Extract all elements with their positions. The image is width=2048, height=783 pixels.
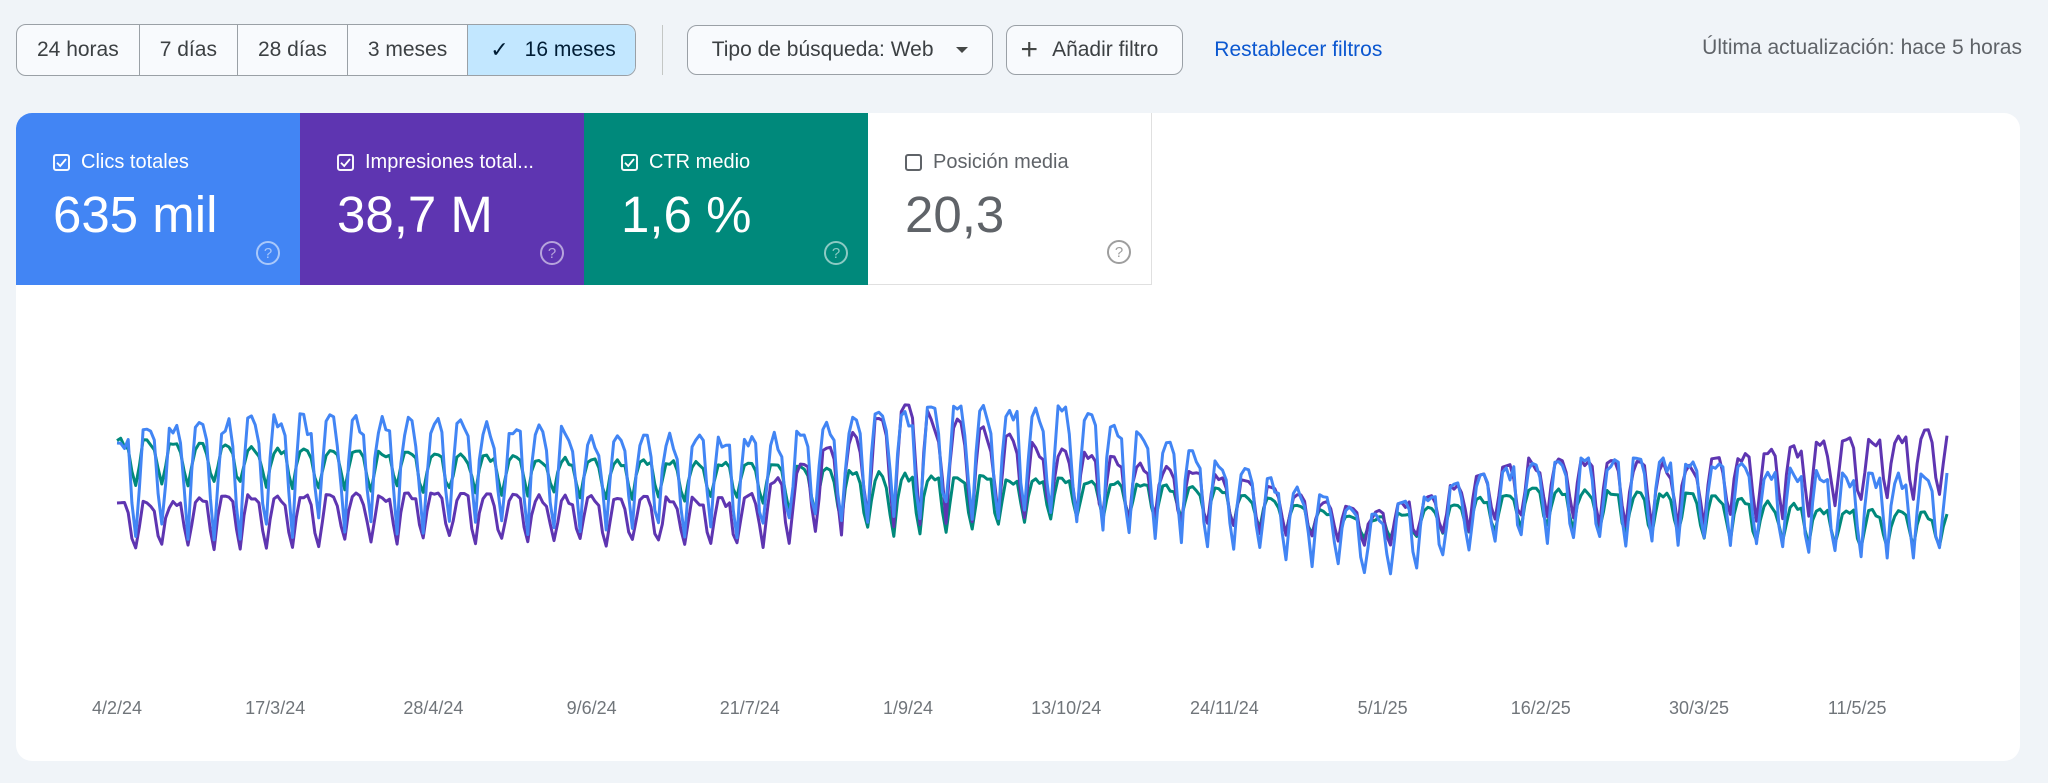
help-icon[interactable]: ? [256, 241, 280, 265]
checkbox-checked-icon[interactable] [337, 154, 354, 171]
reset-filters-link[interactable]: Restablecer filtros [1214, 38, 1383, 61]
x-axis-labels: 4/2/24 17/3/24 28/4/24 9/6/24 21/7/24 1/9/24 1… [16, 698, 2020, 728]
date-range-3-meses[interactable]: 3 meses [348, 25, 469, 75]
date-range-24-horas[interactable]: 24 horas [17, 25, 140, 75]
date-range-selector: 24 horas 7 días 28 días 3 meses ✓ 16 meses [16, 24, 636, 76]
date-range-label: 3 meses [367, 38, 448, 61]
search-type-dropdown[interactable]: Tipo de búsqueda: Web [686, 25, 993, 75]
metric-value: 1,6 % [621, 186, 752, 243]
date-range-label: 7 días [159, 38, 217, 61]
x-axis-tick-label: 16/2/25 [1510, 698, 1571, 718]
date-range-16-meses[interactable]: ✓ 16 meses [468, 25, 635, 75]
x-axis-tick-label: 13/10/24 [1031, 698, 1102, 718]
metric-value: 20,3 [905, 186, 1005, 243]
performance-panel: Clics totales 635 mil? Impresiones total..… [16, 113, 2020, 761]
metric-cards: Clics totales 635 mil? Impresiones total..… [16, 113, 1152, 285]
metric-card-position[interactable]: Posición media 20,3? [868, 113, 1152, 285]
date-range-label: 24 horas [37, 38, 119, 61]
x-axis-tick-label: 4/2/24 [91, 698, 143, 718]
x-axis-tick-label: 21/7/24 [719, 698, 780, 718]
metric-label: CTR medio [621, 151, 750, 174]
metric-name: Impresiones total... [365, 151, 534, 173]
metric-name: Posición media [933, 151, 1069, 173]
date-range-label: 16 meses [524, 38, 616, 61]
series-line-ctr-medio [116, 436, 1949, 550]
date-range-7-días[interactable]: 7 días [140, 25, 238, 75]
help-icon[interactable]: ? [824, 241, 848, 265]
last-updated-text: Última actualización: hace 5 horas [1702, 36, 2022, 59]
performance-chart[interactable] [16, 113, 2020, 761]
x-axis-tick-label: 28/4/24 [403, 698, 464, 718]
checkbox-checked-icon[interactable] [621, 154, 638, 171]
metric-name: CTR medio [649, 151, 751, 173]
series-line-clics-totales [116, 403, 1949, 576]
checkbox-unchecked-icon[interactable] [905, 154, 922, 171]
x-axis-tick-label: 30/3/25 [1668, 698, 1730, 718]
dropdown-caret-icon [955, 47, 968, 53]
help-icon[interactable]: ? [1107, 240, 1131, 264]
date-range-label: 28 días [257, 38, 327, 61]
x-axis-tick-label: 11/5/25 [1827, 698, 1887, 718]
x-axis-tick-label: 9/6/24 [566, 698, 617, 718]
toolbar: 24 horas 7 días 28 días 3 meses ✓ 16 meses Ti… [16, 24, 2048, 76]
metric-label: Impresiones total... [337, 151, 534, 174]
metric-label: Clics totales [53, 151, 189, 174]
toolbar-divider [661, 25, 663, 75]
x-axis-tick-label: 1/9/24 [882, 698, 934, 718]
add-filter-label: Añadir filtro [1052, 38, 1159, 61]
metric-card-impressions[interactable]: Impresiones total... 38,7 M? [300, 113, 584, 285]
plus-icon: + [1020, 33, 1039, 66]
x-axis-tick-label: 17/3/24 [245, 698, 306, 718]
x-axis-tick-label: 24/11/24 [1190, 698, 1259, 718]
search-type-label: Tipo de búsqueda: Web [711, 38, 934, 61]
metric-card-clicks[interactable]: Clics totales 635 mil? [16, 113, 300, 285]
x-axis-tick-label: 5/1/25 [1357, 698, 1408, 718]
date-range-28-días[interactable]: 28 días [238, 25, 348, 75]
metric-value: 38,7 M [337, 186, 493, 243]
add-filter-button[interactable]: + Añadir filtro [1005, 25, 1184, 75]
metric-label: Posición media [905, 151, 1069, 174]
check-icon: ✓ [490, 37, 509, 62]
checkbox-checked-icon[interactable] [53, 154, 70, 171]
metric-value: 635 mil [53, 186, 218, 243]
metric-name: Clics totales [81, 151, 189, 173]
help-icon[interactable]: ? [540, 241, 564, 265]
metric-card-ctr[interactable]: CTR medio 1,6 %? [584, 113, 868, 285]
